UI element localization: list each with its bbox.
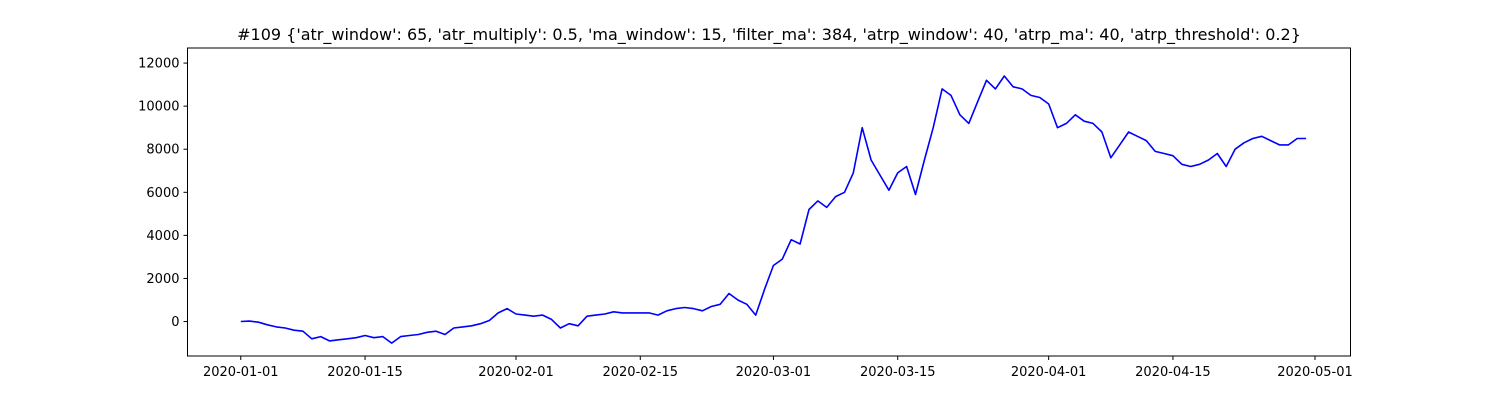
x-tick-label: 2020-02-01	[478, 365, 554, 380]
x-tick-label: 2020-02-15	[602, 365, 678, 380]
x-tick-label: 2020-03-15	[860, 365, 936, 380]
y-tick-label: 4000	[146, 229, 179, 244]
y-tick-label: 6000	[146, 186, 179, 201]
series-line	[240, 75, 1307, 344]
x-tick-label: 2020-03-01	[736, 365, 812, 380]
y-tick-label: 2000	[146, 272, 179, 287]
x-tick-label: 2020-01-01	[203, 365, 279, 380]
series-layer	[240, 75, 1307, 344]
x-tick-label: 2020-01-15	[327, 365, 403, 380]
x-tick-label: 2020-04-01	[1011, 365, 1087, 380]
x-axis-ticks: 2020-01-01 2020-01-15 2020-02-01 2020-02-15…	[203, 356, 1353, 380]
x-tick-label: 2020-05-01	[1277, 365, 1353, 380]
y-tick-label: 8000	[146, 143, 179, 158]
plot-frame	[187, 47, 1351, 357]
x-tick-label: 2020-04-15	[1135, 365, 1211, 380]
y-tick-label: 12000	[138, 57, 179, 72]
y-tick-label: 0	[171, 315, 179, 330]
y-axis-ticks: 0 2000 4000 6000 8000 10000 12000	[138, 57, 188, 330]
y-tick-label: 10000	[138, 100, 179, 115]
chart-title: #109 {'atr_window': 65, 'atr_multiply': …	[237, 25, 1301, 45]
